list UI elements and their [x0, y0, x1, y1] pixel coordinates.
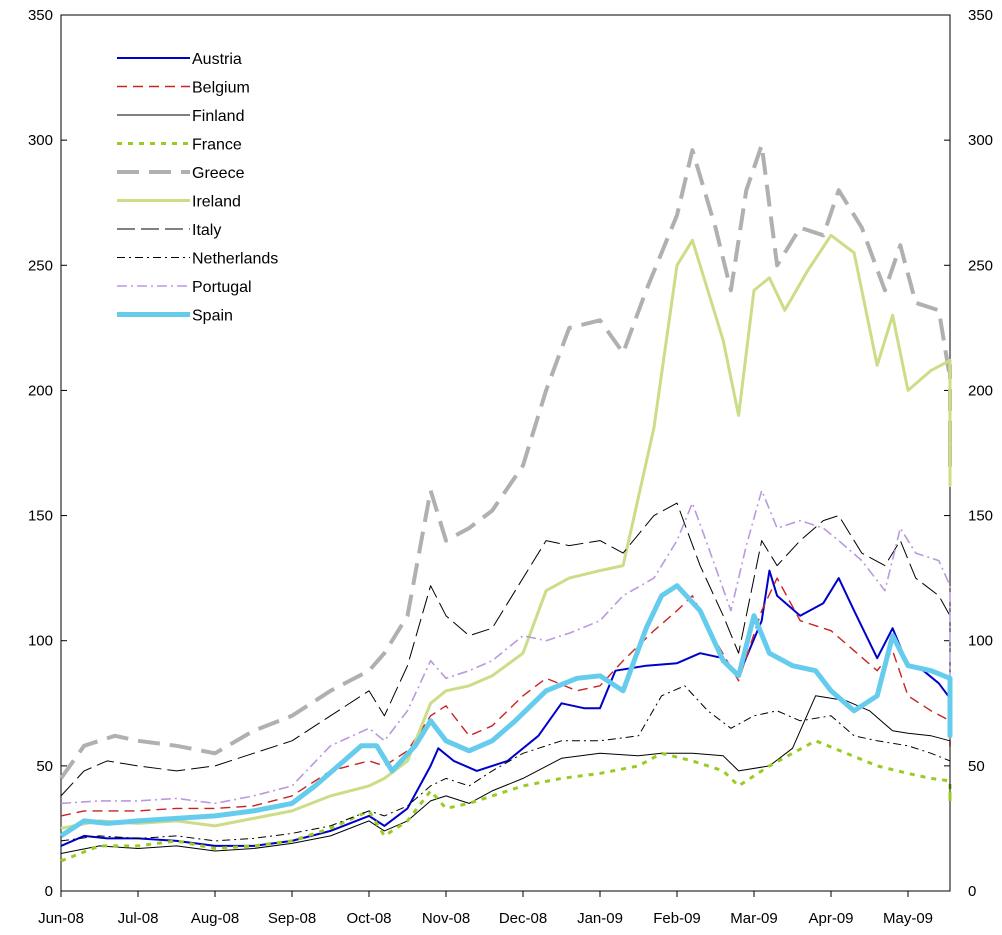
y-tick-label-right: 350 [968, 7, 993, 24]
y-tick-label-left: 200 [28, 382, 53, 399]
legend-label-ireland: Ireland [192, 194, 241, 211]
axes-layer: 0 0 50 50 100 100 150 150 200 200 250 250 300 300 350 3… [28, 7, 993, 927]
x-tick-label: Oct-08 [346, 910, 391, 927]
legend-label-portugal: Portugal [192, 279, 252, 296]
x-tick-label: Apr-09 [808, 910, 853, 927]
legend-label-france: France [192, 137, 242, 154]
x-tick-label: Nov-08 [422, 910, 470, 927]
series-line-italy [60, 502, 951, 797]
y-tick-label-left: 250 [28, 257, 53, 274]
series-line-belgium [60, 577, 951, 817]
x-tick-label: Aug-08 [191, 910, 239, 927]
y-tick-label-right: 200 [968, 382, 993, 399]
series-line-portugal [60, 489, 951, 805]
x-tick-label: Sep-08 [268, 910, 316, 927]
series-line-france [60, 739, 952, 863]
legend-label-belgium: Belgium [192, 80, 250, 97]
y-tick-label-left: 350 [28, 7, 53, 24]
series-line-greece [59, 143, 952, 780]
series-line-ireland [60, 233, 952, 830]
y-tick-label-right: 250 [968, 257, 993, 274]
y-tick-label-right: 50 [968, 758, 985, 775]
y-tick-label-left: 100 [28, 633, 53, 650]
legend-label-greece: Greece [192, 165, 245, 182]
series-layer [59, 143, 953, 863]
series-line-spain [59, 583, 953, 838]
y-tick-label-right: 0 [968, 883, 976, 900]
x-tick-label: Jan-09 [577, 910, 623, 927]
x-tick-label: Feb-09 [653, 910, 701, 927]
x-tick-label: May-09 [883, 910, 933, 927]
legend-label-spain: Spain [192, 308, 233, 325]
series-line-netherlands [60, 685, 951, 842]
x-tick-label: Dec-08 [499, 910, 547, 927]
series-line-finland [60, 695, 951, 854]
legend-label-austria: Austria [192, 51, 242, 68]
legend-label-finland: Finland [192, 108, 244, 125]
legend-label-netherlands: Netherlands [192, 251, 278, 268]
y-tick-label-left: 150 [28, 508, 53, 525]
x-tick-label: Jul-08 [118, 910, 159, 927]
y-tick-label-left: 0 [45, 883, 53, 900]
y-tick-label-right: 300 [968, 132, 993, 149]
x-tick-label: Jun-08 [38, 910, 84, 927]
y-tick-label-left: 50 [36, 758, 53, 775]
y-tick-label-right: 150 [968, 508, 993, 525]
legend-label-italy: Italy [192, 222, 221, 239]
legend: Austria Belgium Finland France Greece Ireland… [117, 51, 278, 325]
y-tick-label-left: 300 [28, 132, 53, 149]
y-tick-label-right: 100 [968, 633, 993, 650]
x-tick-label: Mar-09 [730, 910, 778, 927]
series-line-austria [60, 569, 951, 847]
